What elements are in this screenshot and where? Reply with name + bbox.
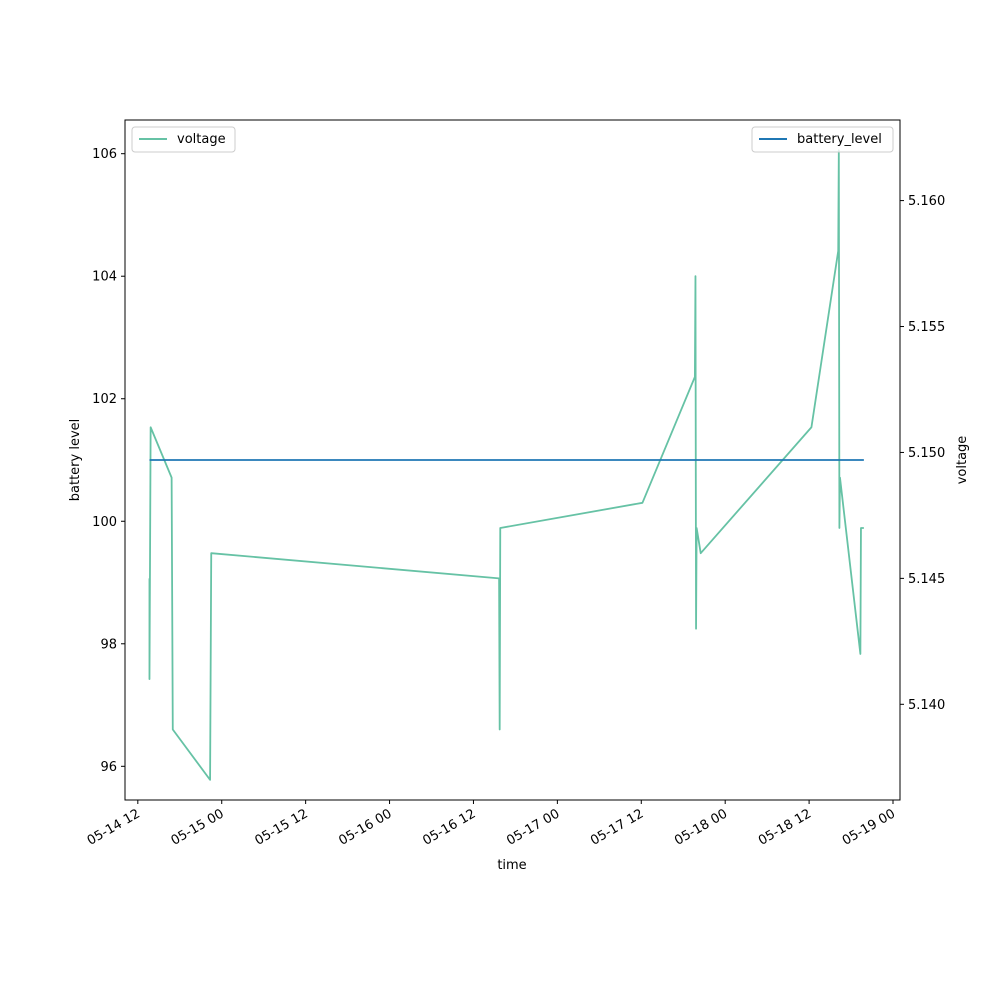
y-left-tick-label: 106 xyxy=(92,147,117,162)
y-axis-right-title: voltage xyxy=(955,436,970,485)
x-tick-label: 05-17 00 xyxy=(504,806,562,848)
y-right-tick-label: 5.150 xyxy=(908,446,945,461)
y-right-tick-label: 5.140 xyxy=(908,698,945,713)
x-tick-label: 05-17 12 xyxy=(588,806,646,848)
legend-battery-level-label: battery_level xyxy=(797,132,882,147)
y-left-tick-label: 96 xyxy=(100,760,117,775)
y-left-tick-label: 100 xyxy=(92,515,117,530)
y-right-tick-label: 5.155 xyxy=(908,320,945,335)
x-tick-label: 05-14 12 xyxy=(85,806,143,848)
y-right-tick-label: 5.145 xyxy=(908,572,945,587)
y-left-tick-label: 98 xyxy=(100,637,117,652)
legend-battery-level: battery_level xyxy=(751,126,894,153)
y-left-tick-label: 102 xyxy=(92,392,117,407)
plot-lines xyxy=(148,149,864,781)
series-line-voltage xyxy=(148,149,864,781)
x-tick-label: 05-19 00 xyxy=(840,806,898,848)
x-tick-label: 05-15 12 xyxy=(253,806,311,848)
y-axis-left-title: battery level xyxy=(68,419,83,502)
y-axis-left: 96 98 100 102 104 106 xyxy=(92,147,125,775)
legend-voltage: voltage xyxy=(131,126,236,153)
y-axis-right: 5.140 5.145 5.150 5.155 5.160 xyxy=(900,194,945,713)
y-left-tick-label: 104 xyxy=(92,270,117,285)
x-axis: 05-14 12 05-15 00 05-15 12 05-16 00 05-16 12… xyxy=(85,800,898,849)
plot-frame xyxy=(124,119,901,801)
x-tick-label: 05-18 00 xyxy=(672,806,730,848)
legend-battery-level-box xyxy=(751,126,894,153)
x-tick-label: 05-18 12 xyxy=(756,806,814,848)
x-tick-label: 05-16 12 xyxy=(420,806,478,848)
y-right-tick-label: 5.160 xyxy=(908,194,945,209)
legend-voltage-label: voltage xyxy=(177,132,226,147)
legend-voltage-box xyxy=(131,126,236,153)
x-tick-label: 05-15 00 xyxy=(169,806,227,848)
x-axis-title: time xyxy=(497,858,526,873)
x-tick-label: 05-16 00 xyxy=(336,806,394,848)
